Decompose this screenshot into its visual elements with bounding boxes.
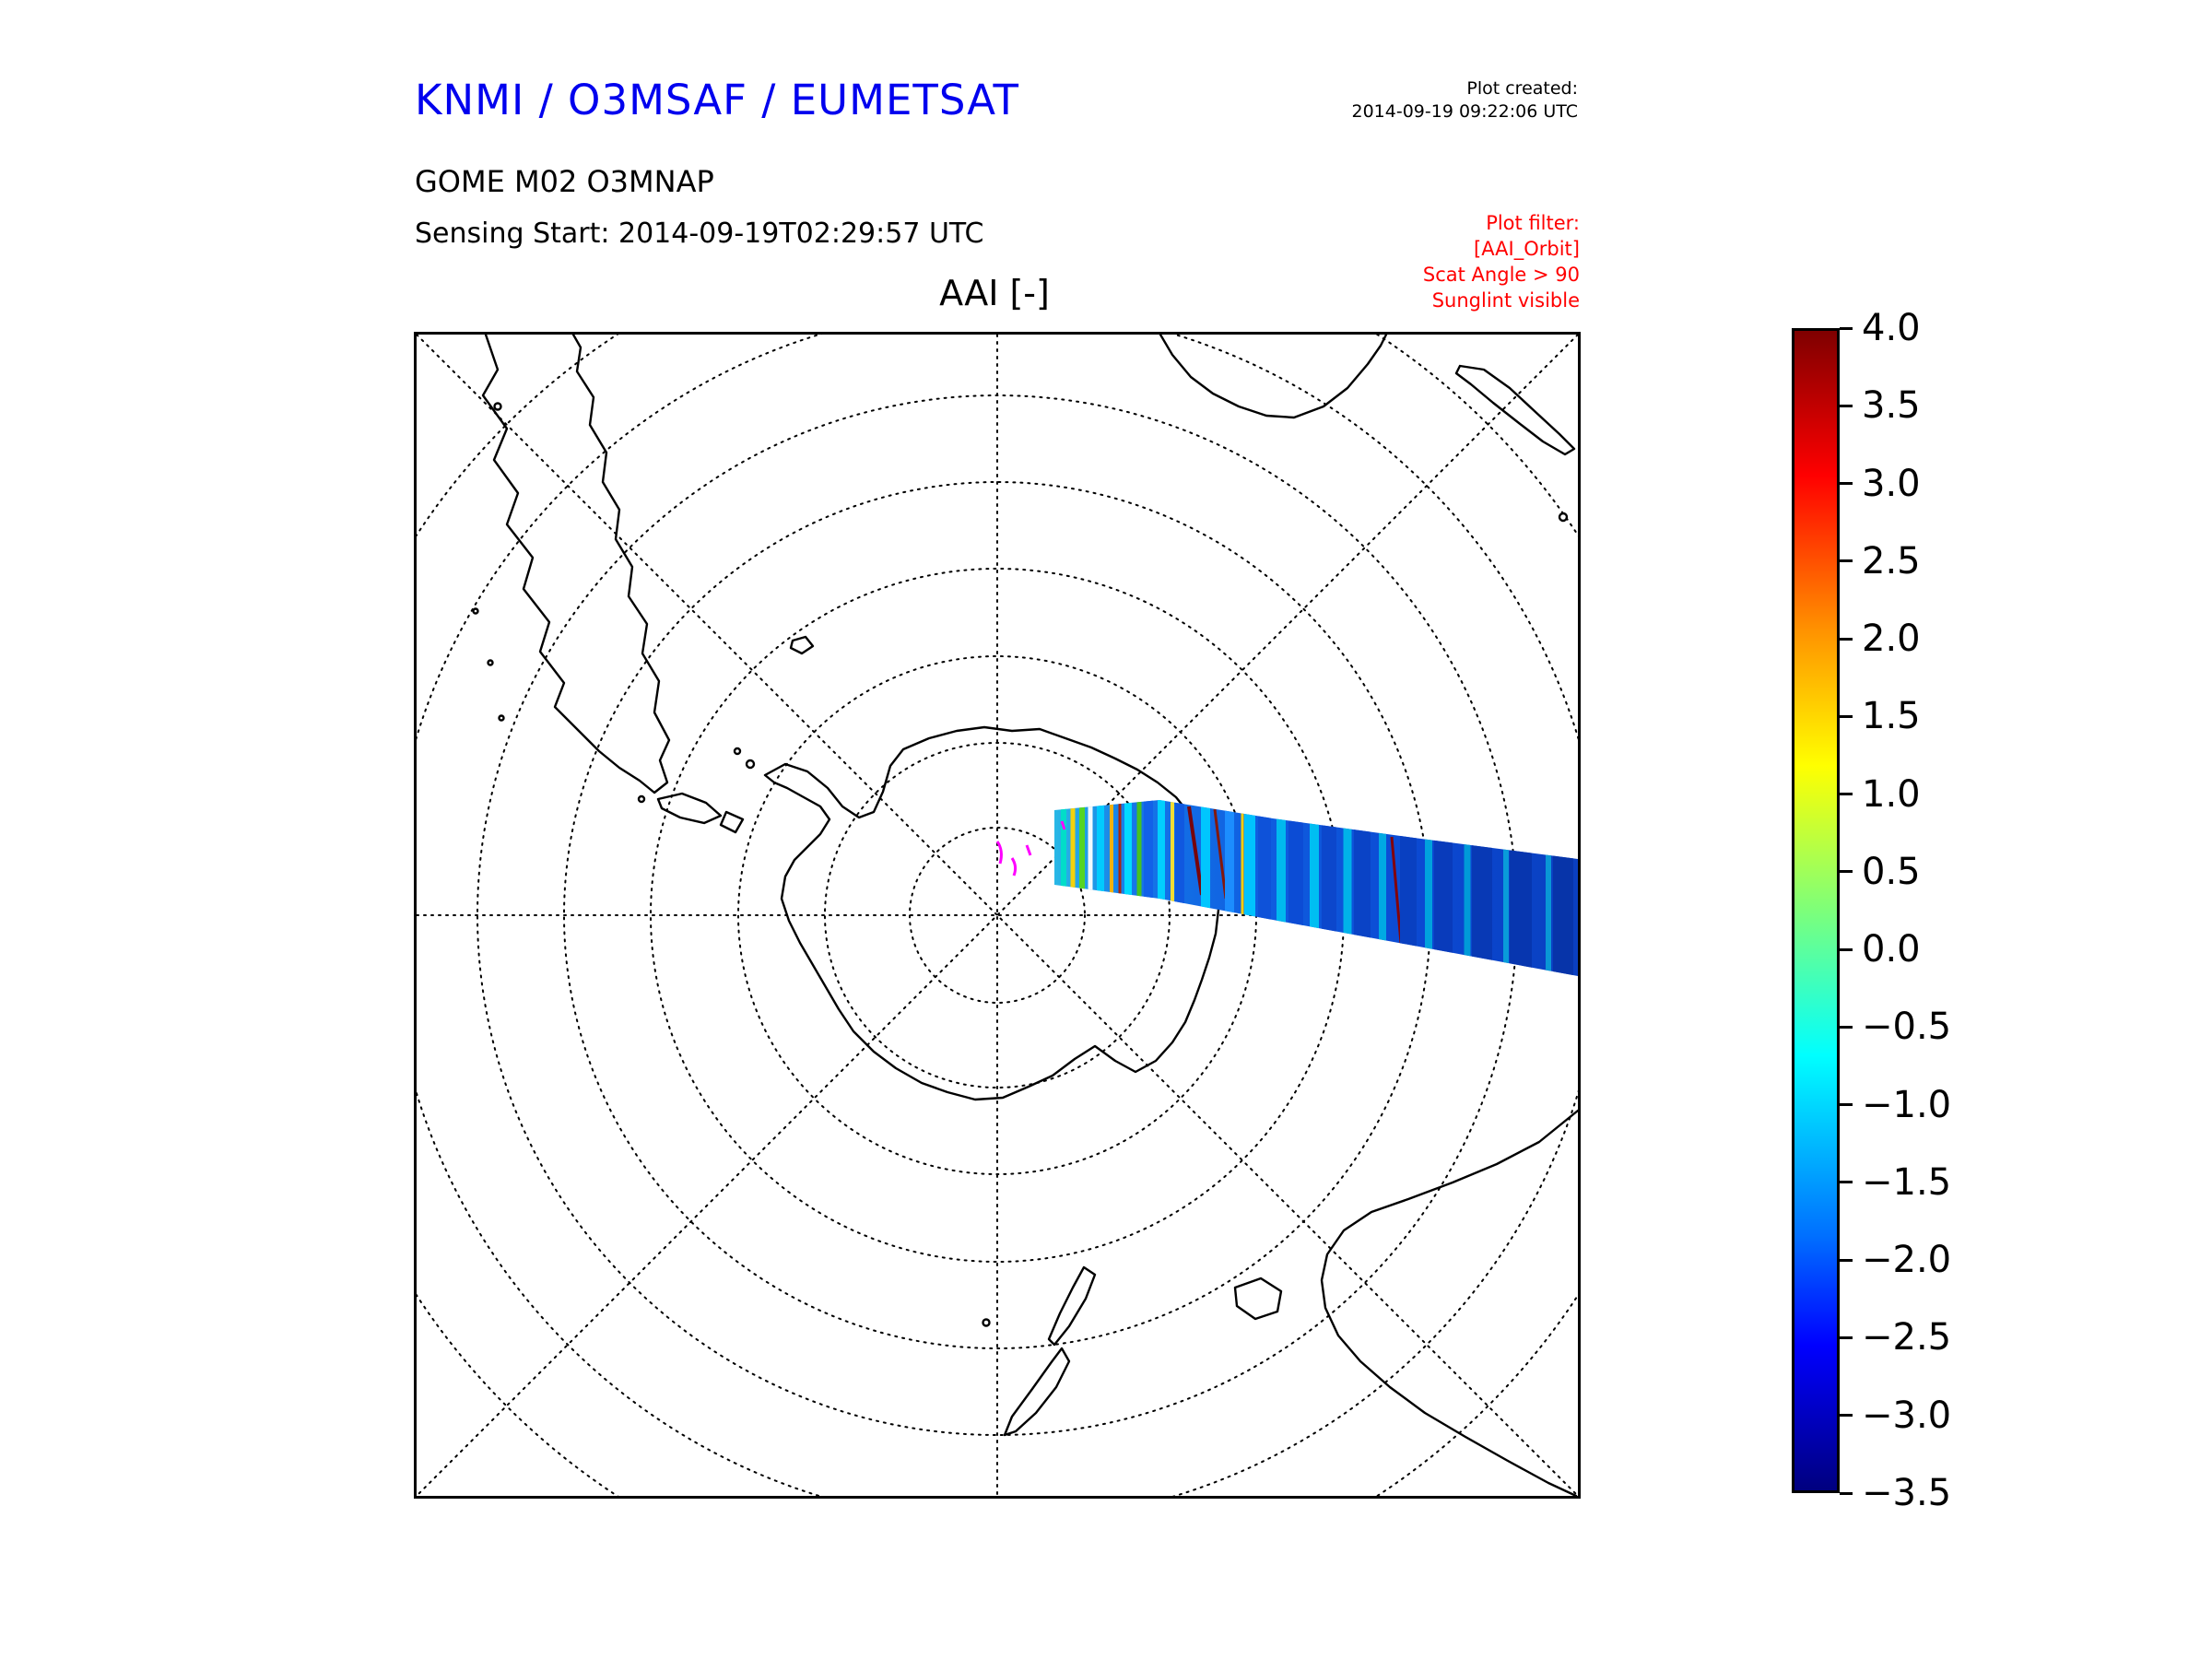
colorbar-tick-mark (1840, 482, 1853, 486)
island-madagascar (1454, 364, 1576, 456)
coastlines (472, 335, 1578, 1496)
colorbar-tick: 2.0 (1840, 620, 1921, 657)
colorbar-tick-label: 0.5 (1862, 850, 1921, 893)
filter-line-4: Sunglint visible (1431, 289, 1580, 312)
colorbar-tick-mark (1840, 1414, 1853, 1418)
colorbar-tick-label: 1.0 (1862, 772, 1921, 816)
small-island (493, 402, 502, 411)
island-tierra-del-fuego (656, 792, 723, 825)
colorbar-tick-mark (1840, 404, 1853, 407)
colorbar-tick-label: −2.5 (1862, 1316, 1952, 1359)
coastline-australia (1320, 1109, 1578, 1496)
colorbar-tick-label: 1.5 (1862, 695, 1921, 738)
colorbar-tick-label: 3.5 (1862, 384, 1921, 428)
island-tasmania (1233, 1277, 1283, 1321)
plot-created-value: 2014-09-19 09:22:06 UTC (1351, 101, 1579, 122)
colorbar-tick: −3.5 (1840, 1475, 1951, 1512)
colorbar-tick: 4.0 (1840, 310, 1921, 347)
colorbar-tick: −1.0 (1840, 1087, 1951, 1124)
colorbar-tick-mark (1840, 793, 1853, 796)
colorbar-tick-label: −1.0 (1862, 1083, 1952, 1126)
colorbar-tick: 1.0 (1840, 776, 1921, 813)
colorbar-tick: 3.5 (1840, 387, 1921, 424)
map-canvas (417, 335, 1578, 1496)
colorbar-tick: −0.5 (1840, 1008, 1951, 1045)
colorbar-tick-mark (1840, 870, 1853, 874)
colorbar-tick-mark (1840, 1491, 1853, 1495)
colorbar-tick: −2.5 (1840, 1319, 1951, 1356)
map-frame (414, 332, 1581, 1499)
coastline-antarctica (763, 725, 1220, 1101)
small-island (637, 794, 646, 804)
colorbar-tick-label: 4.0 (1862, 307, 1921, 349)
flagged-pixels (995, 820, 1066, 877)
colorbar-tick: 1.5 (1840, 698, 1921, 735)
antarctic-island (745, 759, 756, 770)
colorbar-gradient (1792, 328, 1840, 1493)
island-tierra-del-fuego-small (719, 810, 745, 834)
colorbar-tick-label: 2.0 (1862, 618, 1921, 661)
colorbar-tick-mark (1840, 947, 1853, 951)
colorbar-tick: 0.5 (1840, 853, 1921, 890)
island-new-zealand-south (1003, 1347, 1071, 1437)
small-island (498, 714, 505, 722)
colorbar-tick: −2.0 (1840, 1241, 1951, 1278)
colorbar-tick-mark (1840, 1335, 1853, 1339)
colorbar-tick-mark (1840, 714, 1853, 718)
colorbar-tick-mark (1840, 326, 1853, 330)
brand-title: KNMI / O3MSAF / EUMETSAT (415, 76, 1020, 124)
colorbar-tick-label: −3.0 (1862, 1394, 1952, 1437)
antarctic-island (733, 747, 742, 756)
colorbar-tick-mark (1840, 1025, 1853, 1029)
small-island (1558, 512, 1569, 523)
colorbar-tick-label: −3.5 (1862, 1472, 1952, 1514)
small-island (487, 659, 494, 666)
island-south-georgia (789, 635, 815, 655)
colorbar-tick: −1.5 (1840, 1164, 1951, 1201)
meridian-line (417, 335, 1578, 1496)
colorbar-tick-mark (1840, 637, 1853, 641)
colorbar-tick: 0.0 (1840, 931, 1921, 968)
colorbar-tick: 3.0 (1840, 465, 1921, 502)
coastline-south-america (481, 335, 671, 794)
plot-title: AAI [-] (939, 273, 1050, 313)
plot-created-block: Plot created: 2014-09-19 09:22:06 UTC (1352, 77, 1579, 124)
filter-line-2: [AAI_Orbit] (1474, 238, 1580, 260)
filter-line-1: Plot filter: (1486, 212, 1580, 234)
colorbar-tick-mark (1840, 1258, 1853, 1262)
colorbar: 4.0 3.5 3.0 2.5 2.0 1.5 1.0 0.5 0.0 −0.5… (1792, 310, 2068, 1512)
sensing-start-line: Sensing Start: 2014-09-19T02:29:57 UTC (415, 218, 984, 250)
plot-filter-block: Plot filter: [AAI_Orbit] Scat Angle > 90… (1423, 210, 1580, 313)
colorbar-tick-label: −2.0 (1862, 1239, 1952, 1282)
data-swath (995, 800, 1578, 976)
swath-scanline-streaks (1061, 800, 1573, 976)
colorbar-tick-mark (1840, 1181, 1853, 1184)
plot-created-label: Plot created: (1466, 78, 1578, 99)
colorbar-tick-label: 3.0 (1862, 462, 1921, 505)
colorbar-tick-label: 2.5 (1862, 539, 1921, 582)
colorbar-tick: −3.0 (1840, 1397, 1951, 1434)
colorbar-tick-label: −0.5 (1862, 1006, 1952, 1049)
island-new-zealand-north (1047, 1265, 1097, 1347)
colorbar-tick-mark (1840, 559, 1853, 563)
instrument-line: GOME M02 O3MNAP (415, 164, 714, 199)
small-island (982, 1318, 991, 1327)
colorbar-tick: 2.5 (1840, 543, 1921, 580)
filter-line-3: Scat Angle > 90 (1422, 264, 1580, 286)
colorbar-tick-label: 0.0 (1862, 928, 1921, 971)
coastline-africa (1159, 335, 1388, 419)
small-island (472, 607, 479, 615)
colorbar-tick-mark (1840, 1103, 1853, 1107)
colorbar-tick-label: −1.5 (1862, 1160, 1952, 1204)
